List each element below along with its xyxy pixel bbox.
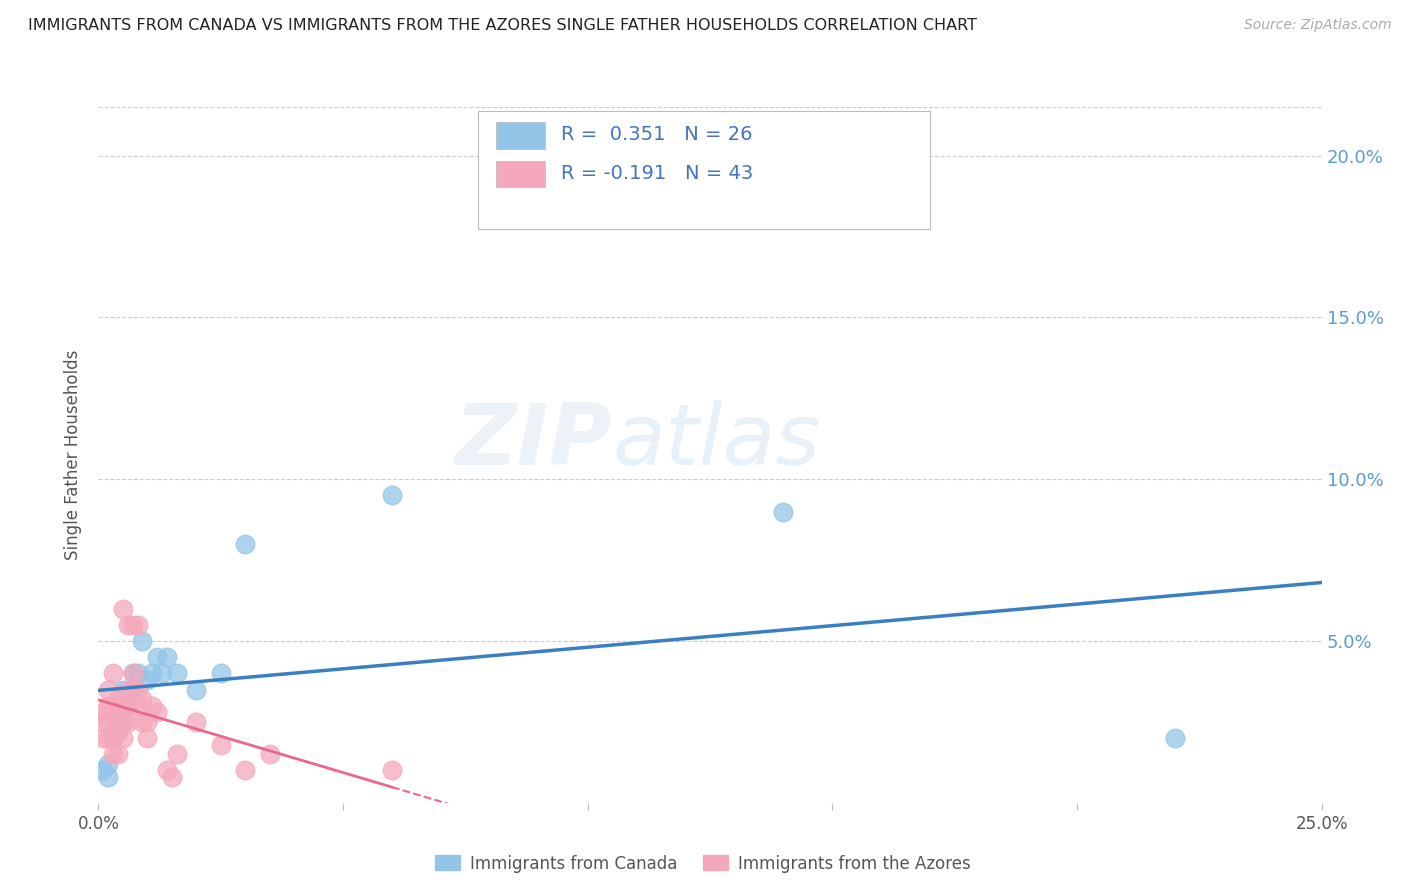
Point <box>101 724 124 739</box>
Point <box>127 682 149 697</box>
Y-axis label: Single Father Households: Single Father Households <box>65 350 83 560</box>
Text: ZIP: ZIP <box>454 400 612 483</box>
Point <box>101 731 124 745</box>
FancyBboxPatch shape <box>478 111 931 229</box>
Point <box>160 770 183 784</box>
Point <box>97 682 120 697</box>
Point <box>1164 731 1187 745</box>
Point <box>97 698 120 713</box>
Point <box>101 731 124 745</box>
Text: atlas: atlas <box>612 400 820 483</box>
Point <box>233 537 256 551</box>
Point <box>209 666 232 681</box>
Text: R =  0.351   N = 26: R = 0.351 N = 26 <box>561 126 752 145</box>
Point <box>101 698 124 713</box>
Point <box>107 705 129 719</box>
Point <box>166 747 188 762</box>
Text: IMMIGRANTS FROM CANADA VS IMMIGRANTS FROM THE AZORES SINGLE FATHER HOUSEHOLDS CO: IMMIGRANTS FROM CANADA VS IMMIGRANTS FRO… <box>28 18 977 33</box>
Point <box>107 714 129 729</box>
Point <box>97 770 120 784</box>
Point <box>156 650 179 665</box>
Point <box>107 692 129 706</box>
Point <box>127 698 149 713</box>
Point <box>233 764 256 778</box>
Point <box>97 731 120 745</box>
Point <box>91 764 114 778</box>
Point <box>111 682 134 697</box>
Point <box>381 488 404 502</box>
Point <box>111 731 134 745</box>
Point <box>117 682 139 697</box>
Point <box>121 666 143 681</box>
Point <box>107 724 129 739</box>
Point <box>186 682 208 697</box>
Point <box>166 666 188 681</box>
Point <box>121 682 143 697</box>
Legend: Immigrants from Canada, Immigrants from the Azores: Immigrants from Canada, Immigrants from … <box>429 848 977 880</box>
Point <box>97 756 120 771</box>
Point <box>131 634 153 648</box>
Point <box>117 617 139 632</box>
Point <box>141 698 163 713</box>
Text: Source: ZipAtlas.com: Source: ZipAtlas.com <box>1244 18 1392 32</box>
Point <box>111 698 134 713</box>
Point <box>127 617 149 632</box>
Point <box>381 764 404 778</box>
Point <box>136 731 159 745</box>
Point <box>111 714 134 729</box>
Point <box>146 650 169 665</box>
Point <box>117 714 139 729</box>
Point <box>117 698 139 713</box>
Point <box>121 617 143 632</box>
Point <box>117 698 139 713</box>
FancyBboxPatch shape <box>496 161 546 187</box>
Point <box>97 714 120 729</box>
Point <box>111 714 134 729</box>
Point <box>209 738 232 752</box>
Point <box>101 666 124 681</box>
Point <box>127 666 149 681</box>
Point <box>772 504 794 518</box>
Point <box>150 666 173 681</box>
FancyBboxPatch shape <box>496 122 546 149</box>
Point <box>146 705 169 719</box>
Point <box>136 714 159 729</box>
Point <box>259 747 281 762</box>
Point <box>121 666 143 681</box>
Point <box>131 692 153 706</box>
Point <box>156 764 179 778</box>
Point <box>91 731 114 745</box>
Point <box>141 666 163 681</box>
Point <box>186 714 208 729</box>
Point <box>121 682 143 697</box>
Point <box>107 705 129 719</box>
Point <box>107 747 129 762</box>
Point <box>136 673 159 687</box>
Point <box>91 705 114 719</box>
Point <box>101 747 124 762</box>
Point <box>131 714 153 729</box>
Point <box>91 714 114 729</box>
Point <box>111 601 134 615</box>
Text: R = -0.191   N = 43: R = -0.191 N = 43 <box>561 163 754 183</box>
